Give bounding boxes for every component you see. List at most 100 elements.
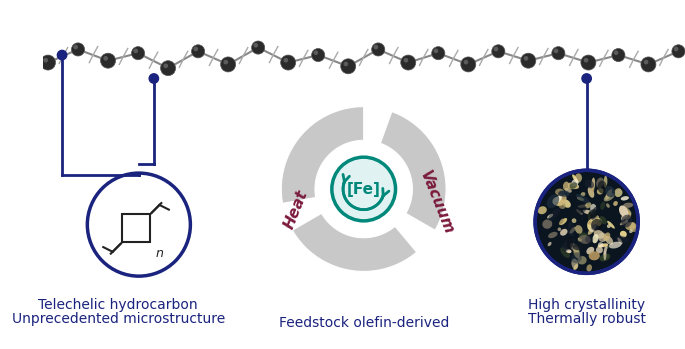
Circle shape [612, 49, 625, 62]
Text: Heat: Heat [282, 188, 311, 231]
Ellipse shape [588, 187, 595, 198]
Circle shape [251, 41, 264, 54]
Circle shape [160, 61, 175, 76]
Ellipse shape [547, 194, 559, 208]
Ellipse shape [585, 180, 594, 188]
Ellipse shape [571, 252, 582, 263]
Ellipse shape [629, 222, 637, 232]
Ellipse shape [603, 176, 608, 188]
Circle shape [253, 43, 258, 47]
Ellipse shape [560, 229, 568, 236]
Circle shape [535, 170, 638, 273]
Ellipse shape [600, 202, 606, 210]
Ellipse shape [590, 209, 598, 218]
Circle shape [43, 58, 48, 62]
Circle shape [340, 59, 356, 74]
Ellipse shape [597, 188, 603, 194]
Ellipse shape [619, 206, 628, 217]
Ellipse shape [558, 228, 561, 231]
Circle shape [193, 47, 198, 51]
Circle shape [464, 60, 469, 65]
Circle shape [71, 43, 84, 56]
Ellipse shape [588, 226, 595, 235]
Ellipse shape [599, 216, 607, 224]
Circle shape [521, 53, 536, 68]
Circle shape [461, 57, 476, 72]
Ellipse shape [607, 221, 615, 229]
Text: n: n [155, 247, 164, 260]
Ellipse shape [581, 192, 586, 196]
Ellipse shape [575, 173, 582, 183]
Ellipse shape [603, 251, 606, 260]
Ellipse shape [575, 194, 590, 203]
Circle shape [644, 60, 649, 65]
Circle shape [403, 58, 408, 62]
Ellipse shape [596, 178, 603, 188]
Ellipse shape [623, 210, 631, 220]
Circle shape [584, 58, 588, 62]
Ellipse shape [599, 254, 610, 261]
Circle shape [614, 50, 619, 55]
Ellipse shape [598, 242, 603, 247]
Ellipse shape [587, 218, 597, 231]
Ellipse shape [629, 230, 633, 233]
Ellipse shape [568, 183, 579, 189]
Ellipse shape [562, 238, 575, 251]
Circle shape [553, 49, 558, 53]
Ellipse shape [556, 194, 566, 206]
Ellipse shape [571, 179, 579, 186]
Ellipse shape [593, 234, 599, 243]
Ellipse shape [562, 199, 571, 208]
Ellipse shape [594, 230, 604, 239]
Circle shape [164, 64, 168, 68]
Ellipse shape [605, 186, 615, 197]
Ellipse shape [617, 238, 623, 244]
Ellipse shape [572, 218, 576, 223]
Ellipse shape [548, 242, 551, 246]
Circle shape [672, 45, 685, 58]
Ellipse shape [585, 235, 593, 243]
Ellipse shape [615, 236, 629, 243]
Circle shape [581, 55, 596, 70]
Ellipse shape [607, 224, 611, 228]
Ellipse shape [568, 222, 575, 237]
Ellipse shape [572, 204, 586, 214]
Ellipse shape [573, 264, 578, 270]
Text: High crystallinity: High crystallinity [528, 298, 645, 312]
Ellipse shape [558, 191, 565, 196]
Ellipse shape [577, 205, 588, 208]
Circle shape [103, 56, 108, 61]
Circle shape [372, 43, 385, 56]
Ellipse shape [621, 215, 632, 228]
Ellipse shape [614, 188, 621, 194]
Text: Feedstock olefin-derived: Feedstock olefin-derived [279, 316, 449, 330]
Ellipse shape [621, 215, 625, 221]
Circle shape [552, 47, 565, 60]
Ellipse shape [573, 244, 584, 250]
Ellipse shape [591, 188, 595, 192]
Ellipse shape [570, 243, 580, 252]
Circle shape [314, 50, 319, 55]
Ellipse shape [538, 206, 547, 214]
Ellipse shape [591, 215, 599, 225]
Circle shape [582, 74, 591, 83]
Circle shape [492, 45, 505, 58]
Circle shape [73, 45, 78, 50]
Ellipse shape [556, 194, 562, 202]
Ellipse shape [566, 237, 573, 248]
Ellipse shape [559, 218, 564, 225]
Circle shape [641, 57, 656, 72]
Ellipse shape [548, 232, 558, 238]
Ellipse shape [591, 219, 602, 230]
Ellipse shape [585, 202, 591, 208]
Circle shape [192, 45, 205, 58]
Ellipse shape [585, 211, 595, 221]
Ellipse shape [588, 251, 600, 260]
Ellipse shape [588, 211, 591, 220]
Circle shape [281, 55, 296, 70]
Ellipse shape [596, 247, 603, 253]
Ellipse shape [560, 218, 567, 225]
Ellipse shape [620, 221, 627, 225]
Ellipse shape [576, 209, 583, 215]
Text: [Fe]: [Fe] [347, 181, 381, 196]
